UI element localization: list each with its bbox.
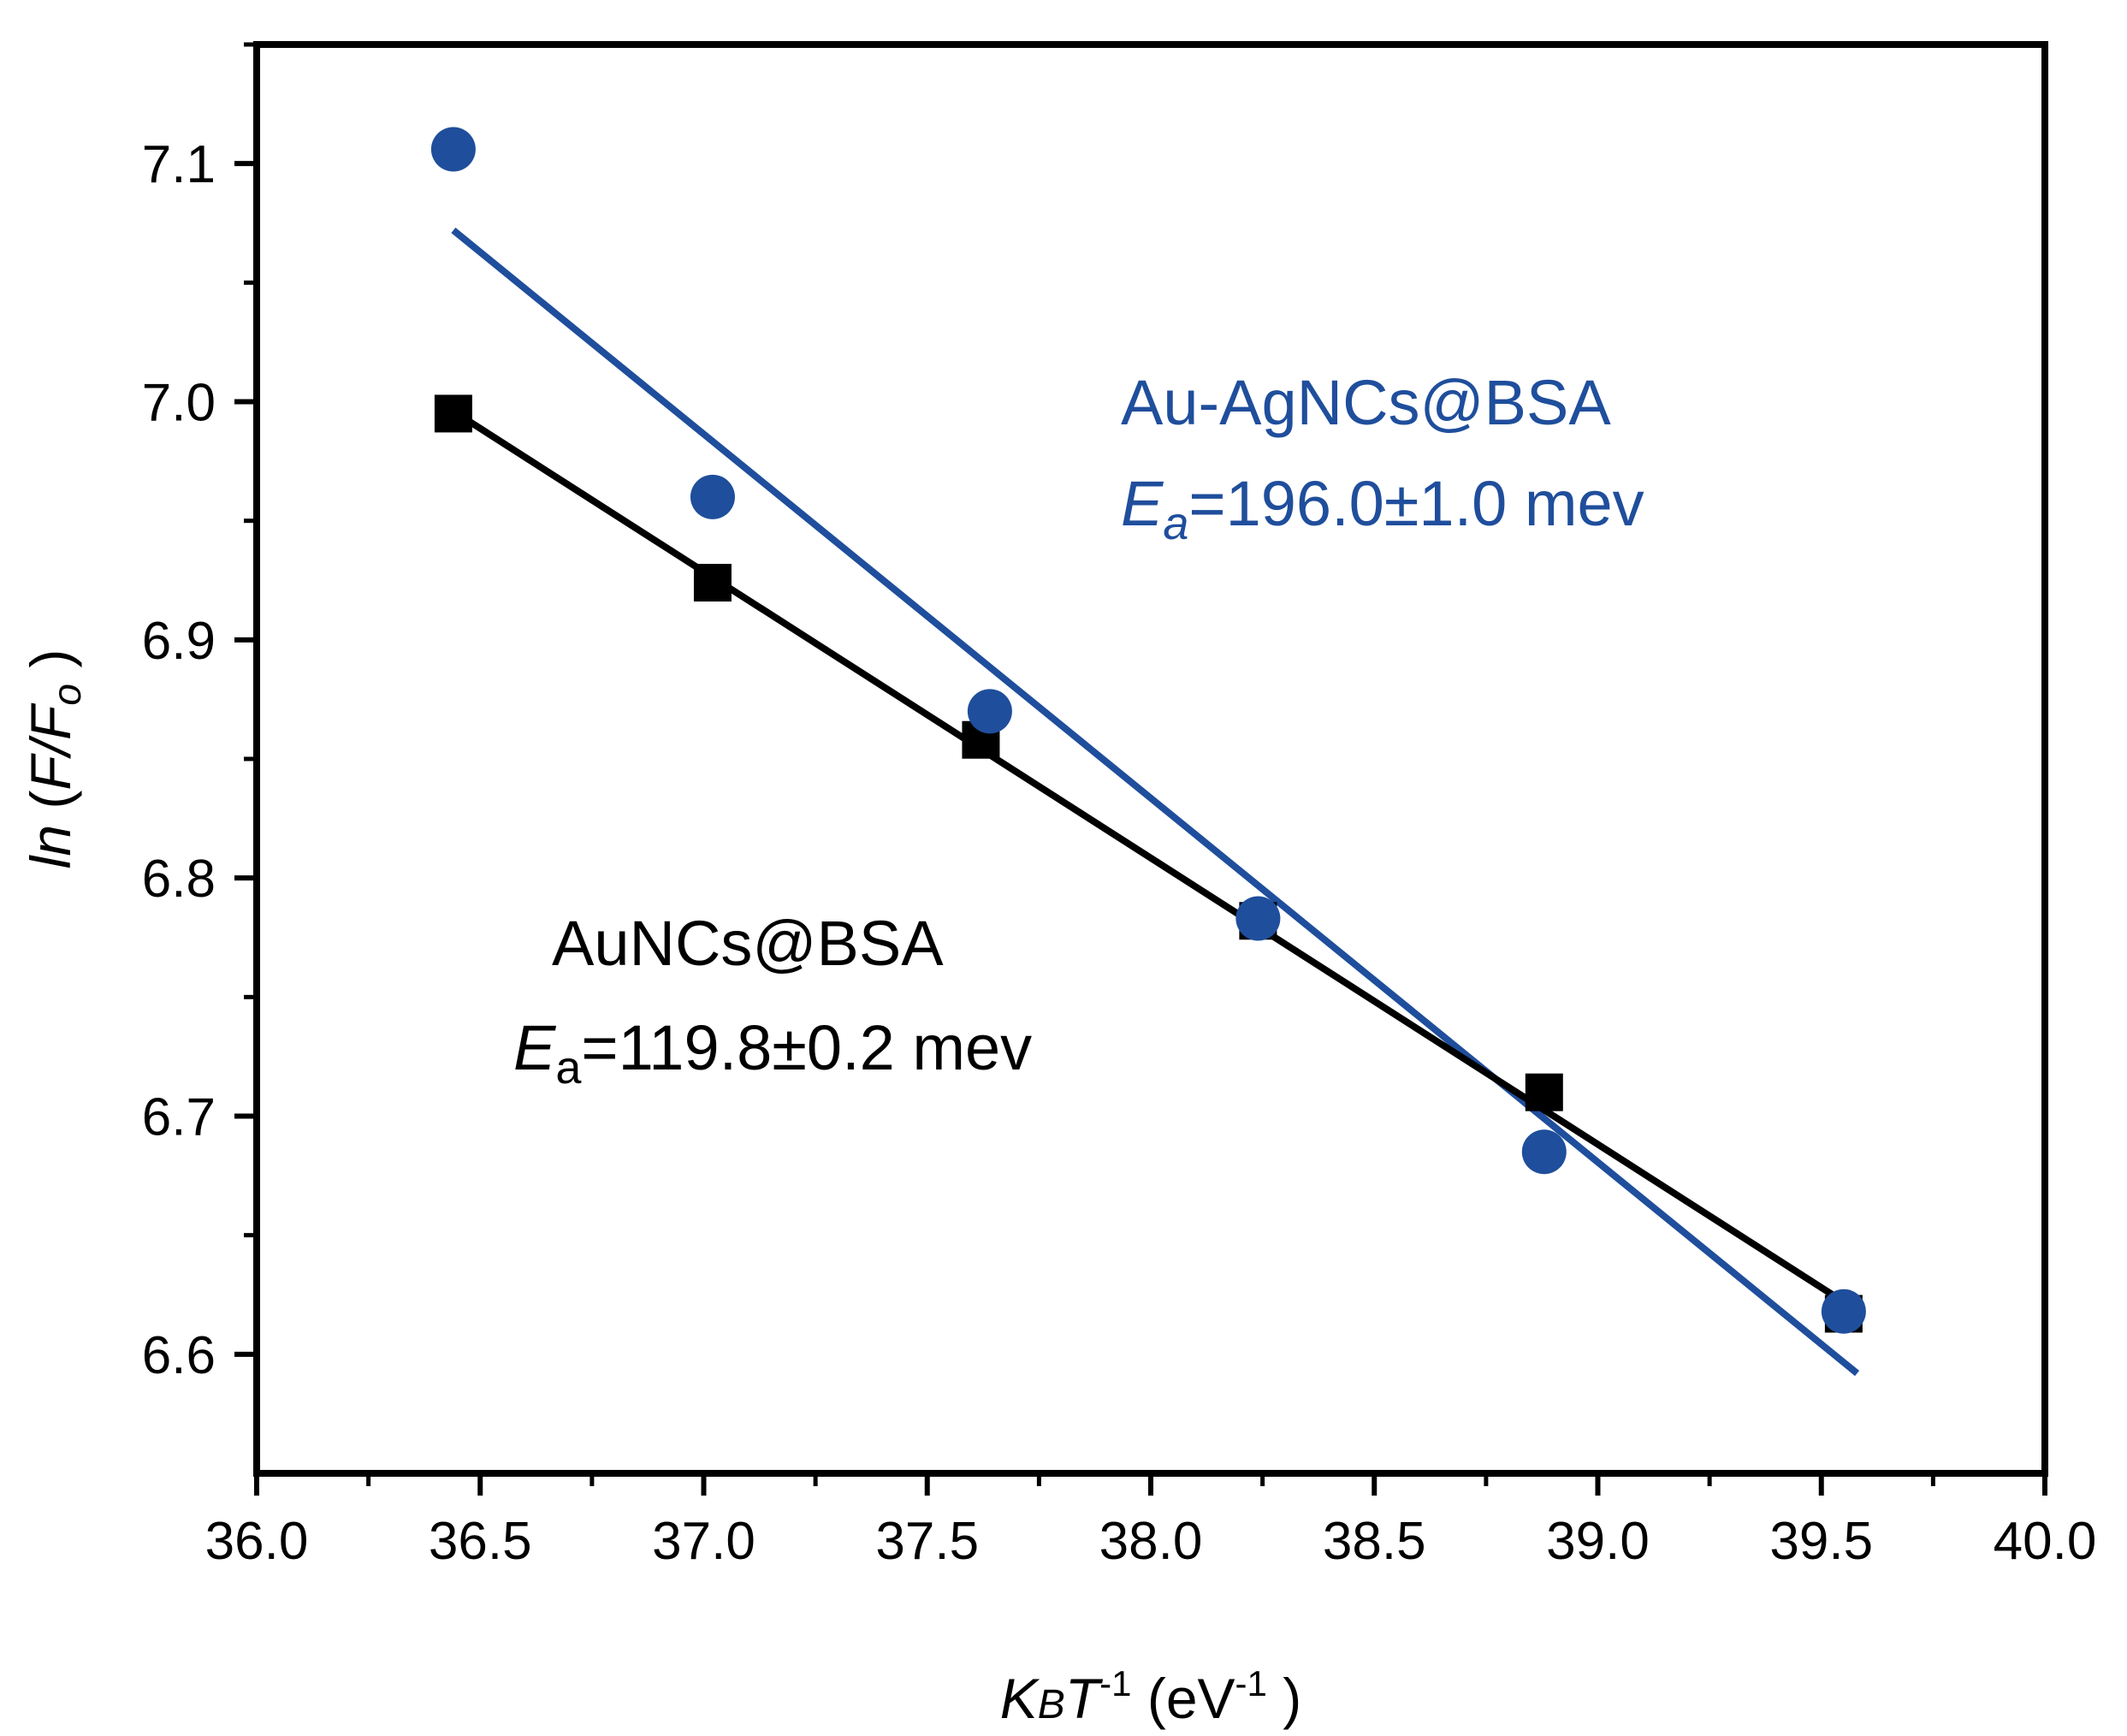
x-tick-label: 37.0 xyxy=(652,1512,755,1571)
y-tick-label: 7.1 xyxy=(142,135,216,194)
axis-ticks xyxy=(234,42,2047,1496)
circle-marker xyxy=(690,474,735,519)
x-tick-label: 39.5 xyxy=(1769,1512,1873,1571)
circle-marker xyxy=(967,689,1012,734)
circle-marker xyxy=(1521,1129,1567,1175)
x-tick-label: 36.0 xyxy=(205,1512,309,1571)
y-tick-label: 6.7 xyxy=(142,1088,216,1147)
square-marker xyxy=(1525,1073,1563,1111)
x-axis-title: KBT-1 (eV-1 ) xyxy=(1000,1663,1301,1730)
x-tick-label: 38.5 xyxy=(1323,1512,1426,1571)
circle-marker xyxy=(1235,896,1281,941)
y-tick-label: 6.8 xyxy=(142,850,216,909)
fit-lines xyxy=(451,227,1860,1377)
y-tick-label: 6.6 xyxy=(142,1326,216,1385)
fit-line-auncs-bsa xyxy=(451,408,1846,1305)
x-tick-label: 40.0 xyxy=(1994,1512,2097,1571)
y-tick-label: 6.9 xyxy=(142,612,216,671)
tick-labels: 36.0 36.5 37.0 37.5 38.0 38.5 39.0 39.5 40.0 6.6 6… xyxy=(142,135,2097,1571)
fit-line-au-agncs-bsa xyxy=(451,227,1860,1377)
square-marker xyxy=(434,394,472,433)
x-tick-label: 37.5 xyxy=(875,1512,979,1571)
y-tick-label: 7.0 xyxy=(142,374,216,433)
annotation-auag-label: Au-AgNCs@BSA xyxy=(1121,367,1611,438)
annotation-au-label: AuNCs@BSA xyxy=(552,908,944,979)
x-tick-label: 36.5 xyxy=(429,1512,532,1571)
circle-marker xyxy=(430,127,476,172)
y-axis-title: ln (F/Fo ) xyxy=(19,649,89,869)
x-tick-label: 38.0 xyxy=(1099,1512,1203,1571)
circle-marker xyxy=(1821,1289,1866,1334)
data-points xyxy=(430,127,1866,1334)
x-tick-label: 39.0 xyxy=(1546,1512,1650,1571)
square-marker xyxy=(693,564,732,602)
annotation-auag-energy: Ea=196.0±1.0 mev xyxy=(1121,468,1644,549)
annotation-au-energy: Ea=119.8±0.2 mev xyxy=(513,1012,1032,1093)
